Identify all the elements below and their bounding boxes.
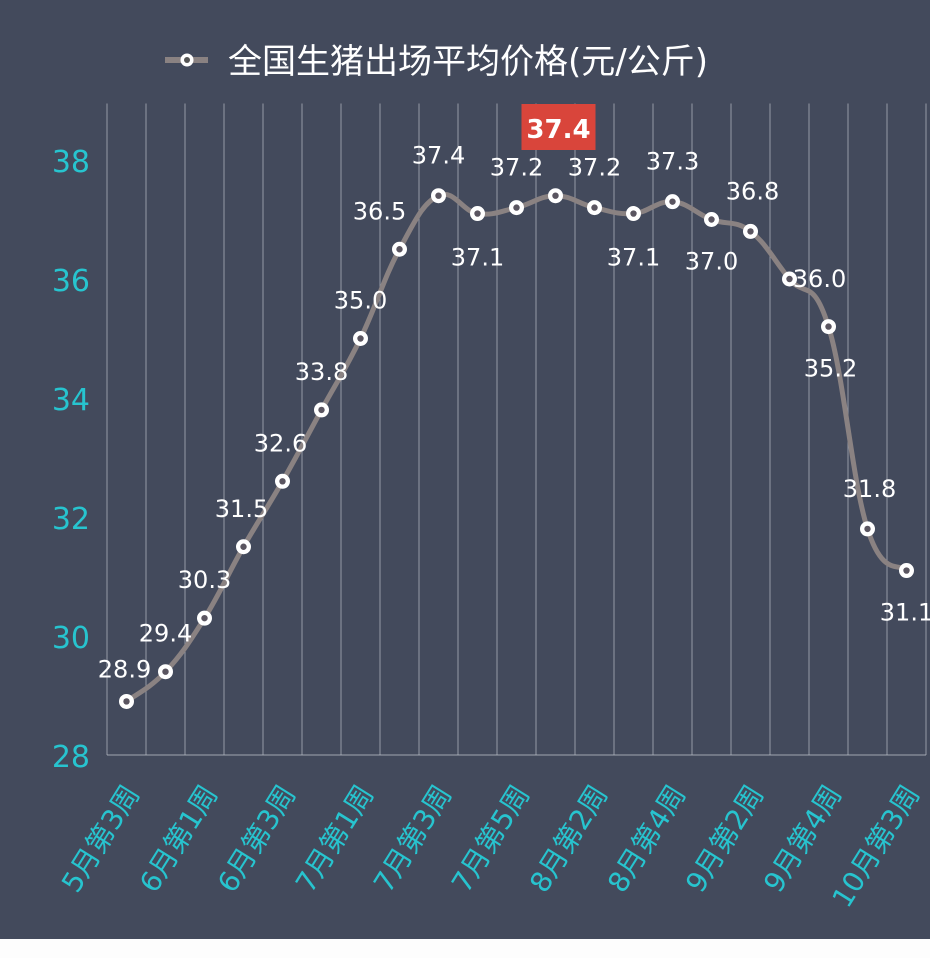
data-point-marker-center <box>825 323 832 330</box>
data-point-marker-center <box>435 192 442 199</box>
y-tick-label: 28 <box>52 740 90 775</box>
legend: 全国生猪出场平均价格(元/公斤) <box>165 42 708 82</box>
data-point-marker-center <box>123 698 130 705</box>
data-label: 35.0 <box>334 287 387 315</box>
legend-label: 全国生猪出场平均价格(元/公斤) <box>228 42 708 82</box>
data-point-marker-center <box>162 668 169 675</box>
data-label: 37.1 <box>607 244 660 272</box>
data-label: 36.8 <box>726 177 779 205</box>
data-point-marker-center <box>903 567 910 574</box>
data-label: 29.4 <box>139 620 192 648</box>
data-label: 28.9 <box>98 655 151 683</box>
data-label: 37.2 <box>568 154 621 182</box>
data-label: 37.2 <box>490 154 543 182</box>
data-point-marker-center <box>279 478 286 485</box>
data-point-marker-center <box>357 335 364 342</box>
data-label: 31.1 <box>880 599 930 627</box>
series-line <box>124 191 909 704</box>
data-point-marker-center <box>747 228 754 235</box>
data-point-marker-center <box>513 204 520 211</box>
y-tick-label: 36 <box>52 264 90 299</box>
data-point-marker-center <box>630 210 637 217</box>
data-point-marker-center <box>552 192 559 199</box>
data-point-marker-center <box>318 406 325 414</box>
data-point-marker-center <box>864 525 871 533</box>
data-point-marker-center <box>396 246 403 253</box>
legend-marker-center <box>184 57 190 63</box>
y-tick-label: 30 <box>52 621 90 656</box>
highlight-label: 37.4 <box>526 115 590 145</box>
data-label: 36.0 <box>793 265 846 293</box>
data-point-marker-center <box>669 198 676 205</box>
data-point-marker-center <box>474 210 481 217</box>
data-label: 36.5 <box>353 197 406 225</box>
data-point-marker-center <box>786 275 793 283</box>
data-point-marker-center <box>591 204 598 211</box>
data-label: 31.8 <box>843 475 896 503</box>
data-label: 30.3 <box>178 566 231 594</box>
data-label: 35.2 <box>804 355 857 383</box>
y-tick-label: 32 <box>52 502 90 537</box>
data-label: 37.1 <box>451 244 504 272</box>
data-label: 33.8 <box>295 358 348 386</box>
y-tick-label: 38 <box>52 145 90 180</box>
data-label: 37.0 <box>685 248 738 276</box>
data-point-marker-center <box>708 216 715 223</box>
data-label: 37.3 <box>646 148 699 176</box>
y-tick-label: 34 <box>52 383 90 418</box>
highlight-label-box <box>521 104 596 150</box>
data-label: 37.4 <box>412 142 465 170</box>
data-label: 31.5 <box>215 495 268 523</box>
data-label: 32.6 <box>254 429 307 457</box>
data-point-marker-center <box>201 614 208 622</box>
data-point-marker-center <box>240 543 247 550</box>
